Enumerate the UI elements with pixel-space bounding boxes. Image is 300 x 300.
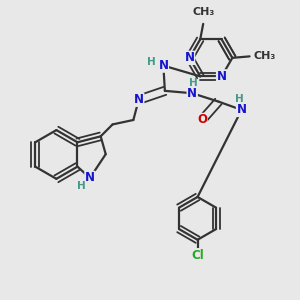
Text: O: O [197, 113, 207, 127]
Text: N: N [184, 51, 194, 64]
Text: N: N [236, 103, 247, 116]
Text: N: N [187, 87, 197, 100]
Text: N: N [134, 93, 144, 106]
Text: N: N [217, 70, 226, 83]
Text: H: H [235, 94, 244, 104]
Text: H: H [147, 57, 156, 67]
Text: H: H [189, 78, 198, 88]
Text: Cl: Cl [191, 249, 204, 262]
Text: CH₃: CH₃ [192, 7, 214, 17]
Text: H: H [77, 181, 85, 191]
Text: N: N [158, 59, 168, 72]
Text: CH₃: CH₃ [253, 51, 275, 62]
Text: N: N [85, 171, 95, 184]
